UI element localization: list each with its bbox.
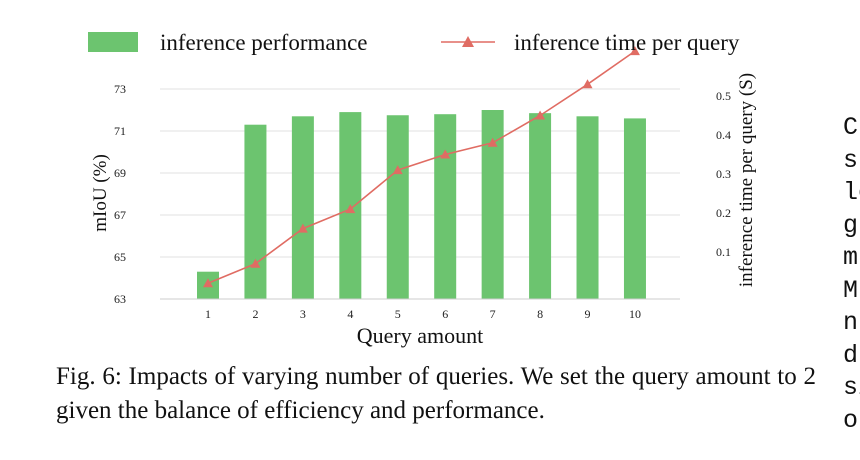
right-tick-label: 0.3 bbox=[716, 167, 731, 181]
legend-label-performance: inference performance bbox=[160, 30, 368, 55]
x-tick-label: 2 bbox=[252, 307, 258, 321]
time-point-8 bbox=[535, 110, 546, 120]
left-tick-label: 63 bbox=[114, 292, 126, 306]
adjacent-column-text: C sl le g m M n d si o bbox=[843, 113, 860, 435]
left-axis-title: mIoU (%) bbox=[90, 154, 111, 232]
bar-10 bbox=[623, 118, 646, 300]
x-axis-ticks: 1 2 3 4 5 6 7 8 9 10 bbox=[205, 307, 641, 321]
x-tick-label: 4 bbox=[347, 307, 353, 321]
right-tick-label: 0.5 bbox=[716, 89, 731, 103]
bar-7 bbox=[481, 110, 504, 299]
x-tick-label: 10 bbox=[629, 307, 641, 321]
time-point-10 bbox=[629, 46, 640, 56]
x-tick-label: 7 bbox=[490, 307, 496, 321]
bar-2 bbox=[244, 124, 267, 299]
left-tick-label: 65 bbox=[114, 250, 126, 264]
figure-caption: Fig. 6: Impacts of varying number of que… bbox=[56, 363, 816, 424]
legend-triangle-marker-icon bbox=[462, 36, 474, 47]
x-tick-label: 9 bbox=[585, 307, 591, 321]
legend-label-time: inference time per query bbox=[514, 30, 740, 55]
line-series bbox=[203, 46, 640, 288]
right-axis-ticks: 0.1 0.2 0.3 0.4 0.5 bbox=[716, 89, 731, 259]
right-tick-label: 0.4 bbox=[716, 128, 731, 142]
bar-3 bbox=[291, 116, 314, 299]
left-tick-label: 73 bbox=[114, 82, 126, 96]
x-tick-label: 1 bbox=[205, 307, 211, 321]
bar-9 bbox=[576, 116, 599, 299]
right-tick-label: 0.2 bbox=[716, 206, 731, 220]
left-tick-label: 71 bbox=[114, 124, 126, 138]
left-axis-ticks: 63 65 67 69 71 73 bbox=[114, 82, 126, 306]
time-point-1 bbox=[203, 278, 213, 288]
right-tick-label: 0.1 bbox=[716, 245, 731, 259]
x-tick-label: 8 bbox=[537, 307, 543, 321]
bar-8 bbox=[529, 113, 552, 300]
legend-bar-swatch bbox=[88, 32, 138, 52]
bar-series bbox=[197, 110, 646, 300]
time-point-2 bbox=[250, 258, 261, 268]
left-tick-label: 67 bbox=[114, 208, 126, 222]
time-point-9 bbox=[582, 79, 593, 89]
x-tick-label: 5 bbox=[395, 307, 401, 321]
x-tick-label: 3 bbox=[300, 307, 306, 321]
bar-6 bbox=[434, 114, 457, 299]
time-point-6 bbox=[440, 149, 451, 159]
time-point-7 bbox=[487, 137, 498, 147]
time-point-5 bbox=[392, 165, 403, 175]
time-point-3 bbox=[297, 223, 308, 233]
right-axis-title: inference time per query (S) bbox=[736, 73, 757, 287]
time-line bbox=[207, 50, 636, 284]
time-point-4 bbox=[345, 204, 356, 214]
x-axis-title: Query amount bbox=[357, 323, 483, 348]
x-tick-label: 6 bbox=[442, 307, 448, 321]
left-tick-label: 69 bbox=[114, 166, 126, 180]
bar-5 bbox=[386, 115, 409, 299]
gridlines bbox=[160, 88, 680, 300]
